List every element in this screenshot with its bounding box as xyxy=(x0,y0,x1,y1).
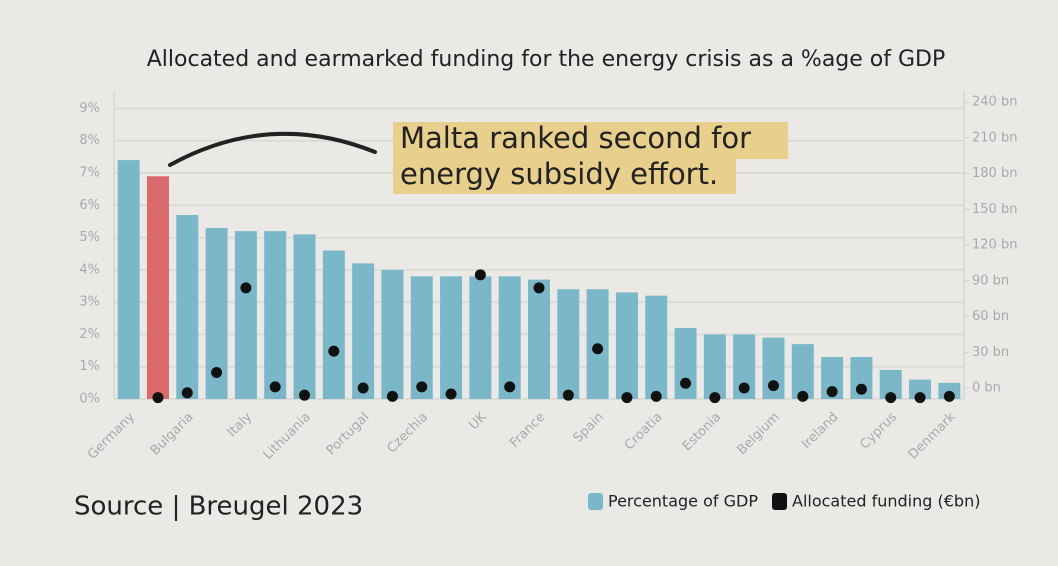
bar xyxy=(498,276,521,399)
chart-title: Allocated and earmarked funding for the … xyxy=(147,47,946,72)
bar xyxy=(850,357,873,399)
dot xyxy=(592,343,604,355)
y-tick-label: 6% xyxy=(79,198,100,213)
dot xyxy=(650,390,662,402)
annotation-highlight xyxy=(393,122,788,159)
y-tick-label: 0% xyxy=(79,392,100,407)
dot xyxy=(885,392,897,404)
bar xyxy=(176,214,199,399)
y2-tick-label: 210 bn xyxy=(972,130,1017,145)
dot xyxy=(152,392,164,404)
dot xyxy=(357,382,369,394)
bar xyxy=(762,337,785,399)
y-tick-label: 7% xyxy=(79,166,100,181)
y-tick-label: 1% xyxy=(79,359,100,374)
y2-tick-label: 240 bn xyxy=(972,95,1017,110)
dot xyxy=(240,282,252,294)
y-tick-label: 2% xyxy=(79,327,100,342)
dot xyxy=(269,381,281,393)
annotation-highlight xyxy=(393,158,736,194)
annotation: energy subsidy effort. xyxy=(400,157,718,191)
bar xyxy=(791,344,814,399)
source: Source | Breugel 2023 xyxy=(74,492,363,522)
y2-tick-label: 0 bn xyxy=(972,381,1001,396)
dot xyxy=(211,367,223,379)
bar xyxy=(205,227,228,399)
dot xyxy=(621,392,633,404)
bar xyxy=(264,231,287,399)
dot xyxy=(328,345,340,357)
dot xyxy=(826,386,838,398)
y2-tick-label: 150 bn xyxy=(972,202,1017,217)
bar xyxy=(703,334,726,399)
bar xyxy=(821,357,844,399)
dot xyxy=(445,388,457,400)
y-tick-label: 9% xyxy=(79,101,100,116)
dot xyxy=(504,381,516,393)
y-tick-label: 8% xyxy=(79,133,100,148)
dot xyxy=(416,381,428,393)
dot xyxy=(386,390,398,402)
dot xyxy=(943,390,955,402)
dot xyxy=(533,282,545,294)
bar xyxy=(440,276,463,399)
dot xyxy=(767,380,779,392)
dot xyxy=(474,269,486,281)
dot xyxy=(738,382,750,394)
bar xyxy=(322,250,345,399)
dot xyxy=(855,383,867,395)
bar xyxy=(352,263,375,399)
dot xyxy=(680,377,692,389)
dot xyxy=(914,392,926,404)
dot xyxy=(709,392,721,404)
bar xyxy=(528,279,550,399)
bar xyxy=(733,334,756,399)
y2-tick-label: 120 bn xyxy=(972,238,1017,253)
y2-tick-label: 30 bn xyxy=(972,345,1009,360)
bar xyxy=(117,160,140,399)
bar xyxy=(909,379,932,399)
bar xyxy=(469,276,492,399)
bar xyxy=(879,369,902,399)
annotation-arc xyxy=(168,131,377,167)
bar xyxy=(410,276,433,399)
dot xyxy=(181,387,193,399)
bar xyxy=(557,289,580,399)
dot xyxy=(797,390,809,402)
bar xyxy=(234,231,257,399)
annotation: Malta ranked second for xyxy=(400,121,751,155)
bar xyxy=(146,176,169,399)
legend-swatch xyxy=(772,493,787,510)
bar xyxy=(645,295,668,399)
bar xyxy=(293,234,316,399)
y-tick-label: 4% xyxy=(79,262,100,277)
y2-tick-label: 90 bn xyxy=(972,273,1009,288)
legend-label: Allocated funding (€bn) xyxy=(792,492,980,511)
dot xyxy=(562,389,574,401)
bar xyxy=(615,292,638,399)
legend-swatch xyxy=(588,493,603,510)
bar xyxy=(381,269,404,399)
y-tick-label: 5% xyxy=(79,230,100,245)
y2-tick-label: 60 bn xyxy=(972,309,1009,324)
y2-tick-label: 180 bn xyxy=(972,166,1017,181)
bar xyxy=(674,327,697,399)
dot xyxy=(299,389,311,401)
y-tick-label: 3% xyxy=(79,295,100,310)
plot-area: 0% 1% 2% 3% 4% 5% 6% 7% 8% 9% 0 bn 30 bn 60 bn 90 bn 1… xyxy=(79,92,1017,511)
legend-label: Percentage of GDP xyxy=(608,492,758,511)
